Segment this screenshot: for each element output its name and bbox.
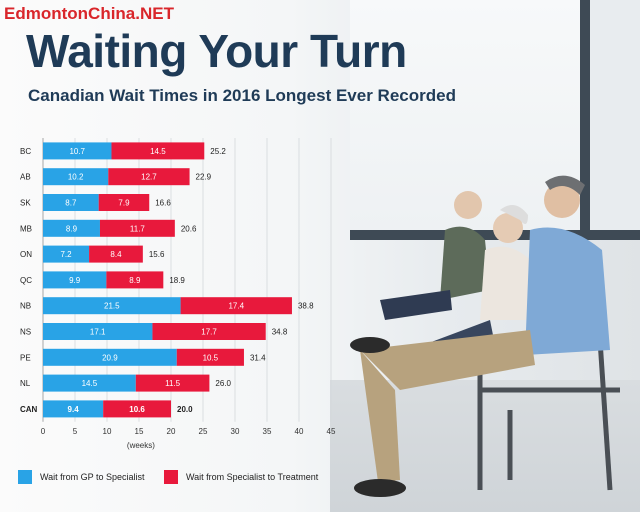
data-label-total: 26.0 bbox=[215, 379, 231, 388]
data-label-gp: 9.9 bbox=[69, 276, 81, 285]
x-tick-label: 0 bbox=[41, 427, 46, 436]
x-tick-label: 25 bbox=[199, 427, 208, 436]
y-tick-label: AB bbox=[20, 173, 31, 182]
chart-title: Waiting Your Turn bbox=[26, 24, 407, 78]
x-tick-label: 40 bbox=[295, 427, 304, 436]
legend-spec-swatch bbox=[164, 470, 178, 484]
data-label-spec: 8.4 bbox=[110, 250, 122, 259]
x-axis-label: (weeks) bbox=[127, 441, 155, 450]
x-tick-label: 20 bbox=[167, 427, 176, 436]
data-label-total: 20.0 bbox=[177, 405, 193, 414]
data-label-total: 15.6 bbox=[149, 250, 165, 259]
y-tick-label: QC bbox=[20, 276, 32, 285]
data-label-spec: 11.5 bbox=[165, 379, 181, 388]
data-label-total: 38.8 bbox=[298, 302, 314, 311]
data-label-total: 20.6 bbox=[181, 224, 197, 233]
x-tick-label: 45 bbox=[327, 427, 336, 436]
data-label-gp: 8.9 bbox=[66, 224, 78, 233]
y-tick-label: NL bbox=[20, 379, 31, 388]
data-label-spec: 12.7 bbox=[141, 173, 157, 182]
x-tick-label: 15 bbox=[135, 427, 144, 436]
y-tick-label: CAN bbox=[20, 405, 38, 414]
data-label-total: 22.9 bbox=[196, 173, 212, 182]
chart-subtitle: Canadian Wait Times in 2016 Longest Ever… bbox=[28, 86, 456, 106]
data-label-spec: 17.4 bbox=[228, 302, 244, 311]
data-label-spec: 11.7 bbox=[130, 224, 146, 233]
data-label-gp: 7.2 bbox=[60, 250, 72, 259]
y-tick-label: BC bbox=[20, 147, 31, 156]
stacked-bar-chart: 0 5 10 15 20 25 30 35 40 45 (weeks) BC 10.7 14.5 25.2 A… bbox=[0, 130, 340, 460]
data-label-spec: 14.5 bbox=[150, 147, 166, 156]
x-tick-label: 5 bbox=[73, 427, 78, 436]
y-tick-label: ON bbox=[20, 250, 32, 259]
x-tick-label: 35 bbox=[263, 427, 272, 436]
data-label-gp: 10.7 bbox=[69, 147, 85, 156]
data-label-spec: 10.6 bbox=[129, 405, 145, 414]
waiting-patients-photo bbox=[340, 160, 640, 512]
y-tick-label: NS bbox=[20, 328, 31, 337]
x-tick-label: 10 bbox=[103, 427, 112, 436]
data-label-spec: 8.9 bbox=[129, 276, 141, 285]
data-label-total: 18.9 bbox=[169, 276, 185, 285]
legend-gp-label: Wait from GP to Specialist bbox=[40, 472, 145, 482]
data-label-gp: 17.1 bbox=[90, 328, 106, 337]
watermark: EdmontonChina.NET bbox=[4, 4, 174, 24]
y-tick-label: SK bbox=[20, 199, 31, 208]
legend-spec-label: Wait from Specialist to Treatment bbox=[186, 472, 318, 482]
legend-gp-swatch bbox=[18, 470, 32, 484]
data-label-gp: 8.7 bbox=[65, 199, 77, 208]
y-tick-label: PE bbox=[20, 353, 31, 362]
y-tick-label: MB bbox=[20, 224, 32, 233]
data-label-gp: 21.5 bbox=[104, 302, 120, 311]
data-label-total: 16.6 bbox=[155, 199, 171, 208]
x-tick-label: 30 bbox=[231, 427, 240, 436]
data-label-total: 34.8 bbox=[272, 328, 288, 337]
data-label-gp: 20.9 bbox=[102, 353, 118, 362]
data-label-total: 31.4 bbox=[250, 353, 266, 362]
data-label-gp: 9.4 bbox=[68, 405, 80, 414]
data-label-gp: 14.5 bbox=[82, 379, 98, 388]
y-tick-label: NB bbox=[20, 302, 31, 311]
legend-gp: Wait from GP to Specialist bbox=[18, 470, 145, 484]
data-label-gp: 10.2 bbox=[68, 173, 84, 182]
data-label-spec: 10.5 bbox=[203, 353, 219, 362]
legend-spec: Wait from Specialist to Treatment bbox=[164, 470, 318, 484]
data-label-total: 25.2 bbox=[210, 147, 226, 156]
data-label-spec: 17.7 bbox=[201, 328, 217, 337]
data-label-spec: 7.9 bbox=[118, 199, 130, 208]
